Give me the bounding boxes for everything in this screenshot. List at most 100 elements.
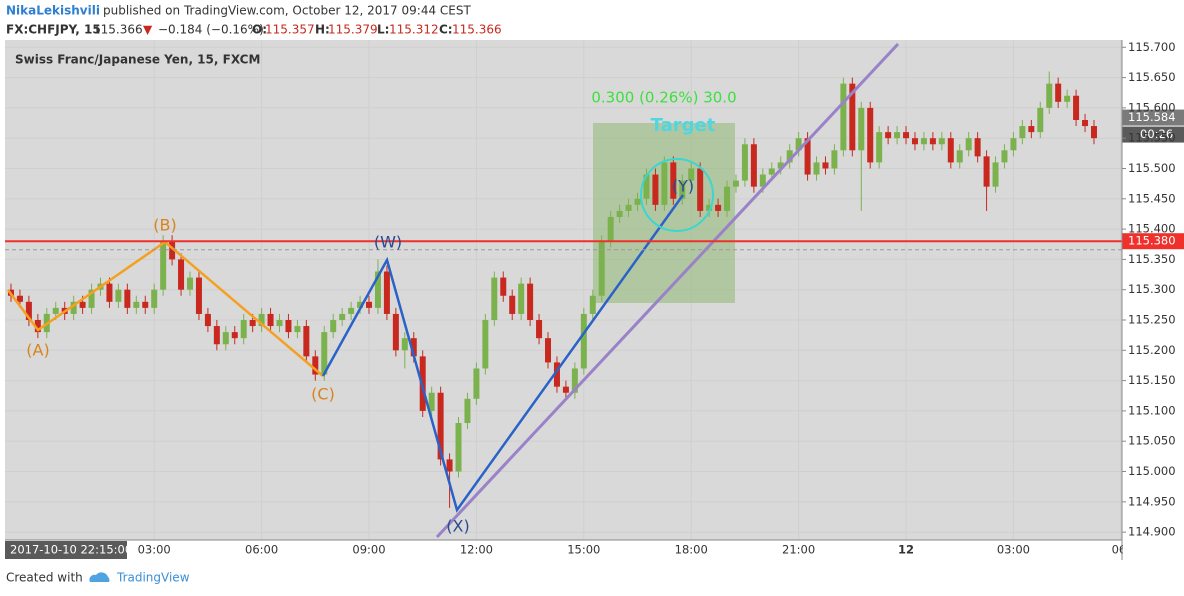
tradingview-logo[interactable] — [89, 572, 110, 582]
annotation: (A) — [26, 341, 49, 360]
footer-brand[interactable]: TradingView — [116, 571, 190, 585]
candle-body — [938, 138, 945, 145]
trend-line — [435, 42, 900, 539]
candle-body — [894, 132, 901, 139]
candle-body — [616, 210, 623, 217]
axis-mask — [1123, 542, 1184, 560]
open-label: O: — [252, 23, 267, 37]
y-tick-label: 115.500 — [1128, 161, 1176, 175]
y-tick-label: 115.150 — [1128, 373, 1176, 387]
y-tick-label: 115.250 — [1128, 313, 1176, 327]
candle-body — [1064, 95, 1071, 102]
candle-body — [697, 168, 704, 211]
candle-body — [1010, 138, 1017, 151]
high-value: 115.379 — [328, 23, 378, 37]
candle-body — [777, 162, 784, 169]
candle-body — [428, 392, 435, 411]
timer-label: 00:26 — [1140, 127, 1173, 141]
y-tick-label: 115.050 — [1128, 434, 1176, 448]
timer-badge — [1122, 126, 1184, 143]
candle-body — [25, 301, 32, 320]
y-tick-label: 115.450 — [1128, 191, 1176, 205]
low-value: 115.312 — [389, 23, 439, 37]
candle-body — [1028, 126, 1035, 133]
candle-body — [133, 301, 140, 308]
candle-body — [1019, 126, 1026, 139]
last-badge-label: 115.584 — [1128, 110, 1176, 124]
candle-body — [1001, 150, 1008, 163]
candle-body — [204, 313, 211, 327]
y-tick-label: 115.100 — [1128, 403, 1176, 417]
annotation: (B) — [153, 216, 176, 235]
candle-body — [16, 295, 23, 302]
x-tick-label: 12:00 — [460, 543, 493, 557]
y-tick-label: 114.950 — [1128, 494, 1176, 508]
candle-body — [70, 301, 77, 314]
candle-body — [822, 162, 829, 169]
crosshair-box — [5, 541, 127, 559]
candle-body — [213, 326, 220, 345]
candle-body — [956, 150, 963, 163]
candle-body — [195, 277, 202, 314]
candle-body — [527, 283, 534, 320]
candle-body — [786, 150, 793, 163]
candle-body — [1055, 83, 1062, 102]
candle-body — [858, 107, 865, 151]
candle-body — [464, 398, 471, 424]
candle-body — [643, 174, 650, 199]
candle-body — [178, 259, 185, 290]
candle-body — [992, 162, 999, 187]
candle-body — [276, 320, 283, 327]
change: −0.184 (−0.16%) — [158, 23, 264, 37]
candle-body — [455, 423, 462, 472]
y-tick-label: 115.700 — [1128, 40, 1176, 54]
candle-body — [903, 132, 910, 139]
candle-body — [911, 138, 918, 145]
candle-body — [885, 132, 892, 139]
candle-body — [589, 295, 596, 314]
candle-body — [169, 241, 176, 260]
candle-body — [312, 356, 319, 375]
candle-body — [348, 307, 355, 314]
candle-body — [410, 338, 417, 357]
annotation: (W) — [374, 233, 402, 252]
candle-body — [634, 198, 641, 205]
candle-body — [947, 138, 954, 163]
candle-body — [571, 368, 578, 393]
candle-body — [876, 132, 883, 163]
candle-body — [768, 168, 775, 175]
target-circle — [640, 158, 714, 232]
y-tick-label: 115.600 — [1128, 100, 1176, 114]
chart-title: Swiss Franc/Japanese Yen, 15, FXCM — [15, 53, 260, 67]
candle-body — [1082, 120, 1089, 127]
candle-body — [625, 204, 632, 211]
candle-body — [374, 271, 381, 308]
x-tick-label: 15:00 — [567, 543, 600, 557]
candle-body — [500, 277, 507, 296]
last-badge — [1122, 109, 1184, 126]
candle-body — [222, 332, 229, 345]
candle-body — [482, 320, 489, 369]
candle-body — [545, 338, 552, 363]
y-tick-label: 115.200 — [1128, 343, 1176, 357]
price-badge — [1122, 233, 1184, 250]
annotation: (X) — [446, 517, 469, 536]
annotation: 0.300 (0.26%) 30.0 — [591, 89, 736, 107]
candle-body — [294, 326, 301, 333]
candle-body — [258, 313, 265, 327]
candle-body — [366, 301, 373, 308]
candle-body — [79, 301, 86, 308]
candle-body — [670, 162, 677, 199]
candle-body — [437, 392, 444, 460]
abc-wave — [7, 240, 324, 377]
author[interactable]: NikaLekishvili — [6, 4, 100, 18]
candle-body — [840, 83, 847, 151]
candle-body — [983, 156, 990, 187]
arrow: ▼ — [143, 23, 153, 37]
x-tick-label: 12 — [898, 543, 914, 557]
y-tick-label: 115.650 — [1128, 70, 1176, 84]
candle-body — [518, 283, 525, 314]
candle-body — [115, 289, 122, 302]
candle-body — [920, 138, 927, 145]
